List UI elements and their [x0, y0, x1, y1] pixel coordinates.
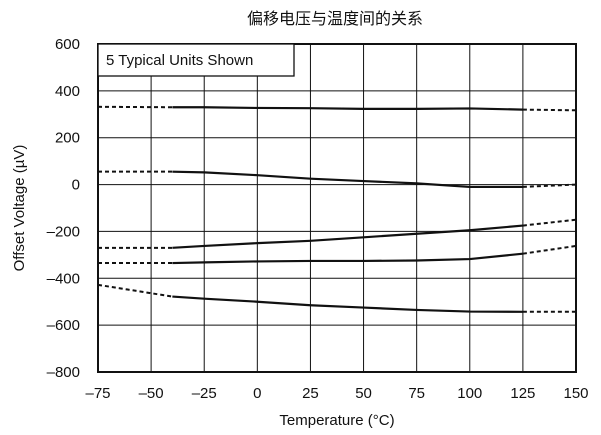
x-tick-label: 125	[510, 385, 535, 402]
x-tick-label: –75	[85, 385, 110, 402]
x-tick-label: 75	[408, 385, 425, 402]
y-tick-label: 600	[55, 36, 80, 53]
x-tick-label: –50	[139, 385, 164, 402]
plot-frame	[97, 43, 577, 373]
x-tick-label: 100	[457, 385, 482, 402]
grid-lines	[98, 44, 576, 372]
series-2-extrapolation-right	[522, 183, 577, 188]
x-tick-label: 25	[302, 385, 319, 402]
annotation-text: 5 Typical Units Shown	[106, 52, 253, 69]
series-3-extrapolation-right	[522, 218, 577, 227]
y-axis-title: Offset Voltage (µV)	[11, 145, 28, 272]
y-tick-label: 400	[55, 83, 80, 100]
x-tick-label: –25	[192, 385, 217, 402]
chart-title: 偏移电压与温度间的关系	[247, 9, 423, 28]
x-tick-label: 50	[355, 385, 372, 402]
series-4-line	[172, 252, 523, 265]
series-group	[97, 105, 577, 313]
x-tick-label: 150	[563, 385, 588, 402]
x-tick-label: 0	[253, 385, 261, 402]
y-tick-label: –600	[47, 317, 80, 334]
series-4-extrapolation-right	[522, 244, 577, 255]
series-3-line	[172, 224, 523, 249]
y-tick-label: 200	[55, 130, 80, 147]
series-5-extrapolation-left	[97, 283, 173, 298]
x-axis-title: Temperature (°C)	[279, 412, 394, 429]
y-tick-label: –400	[47, 270, 80, 287]
y-tick-label: 0	[72, 177, 80, 194]
series-1-extrapolation-right	[522, 108, 577, 112]
series-1-line	[172, 106, 523, 111]
y-tick-label: –800	[47, 364, 80, 381]
y-tick-label: –200	[47, 223, 80, 240]
series-2-line	[172, 170, 523, 189]
tick-labels: –75 –50 –25 0 25 50 75 100 125 150 600 400 200 0 –200 –…	[47, 36, 589, 402]
series-5-line	[172, 295, 523, 313]
annotation-box	[97, 43, 295, 77]
